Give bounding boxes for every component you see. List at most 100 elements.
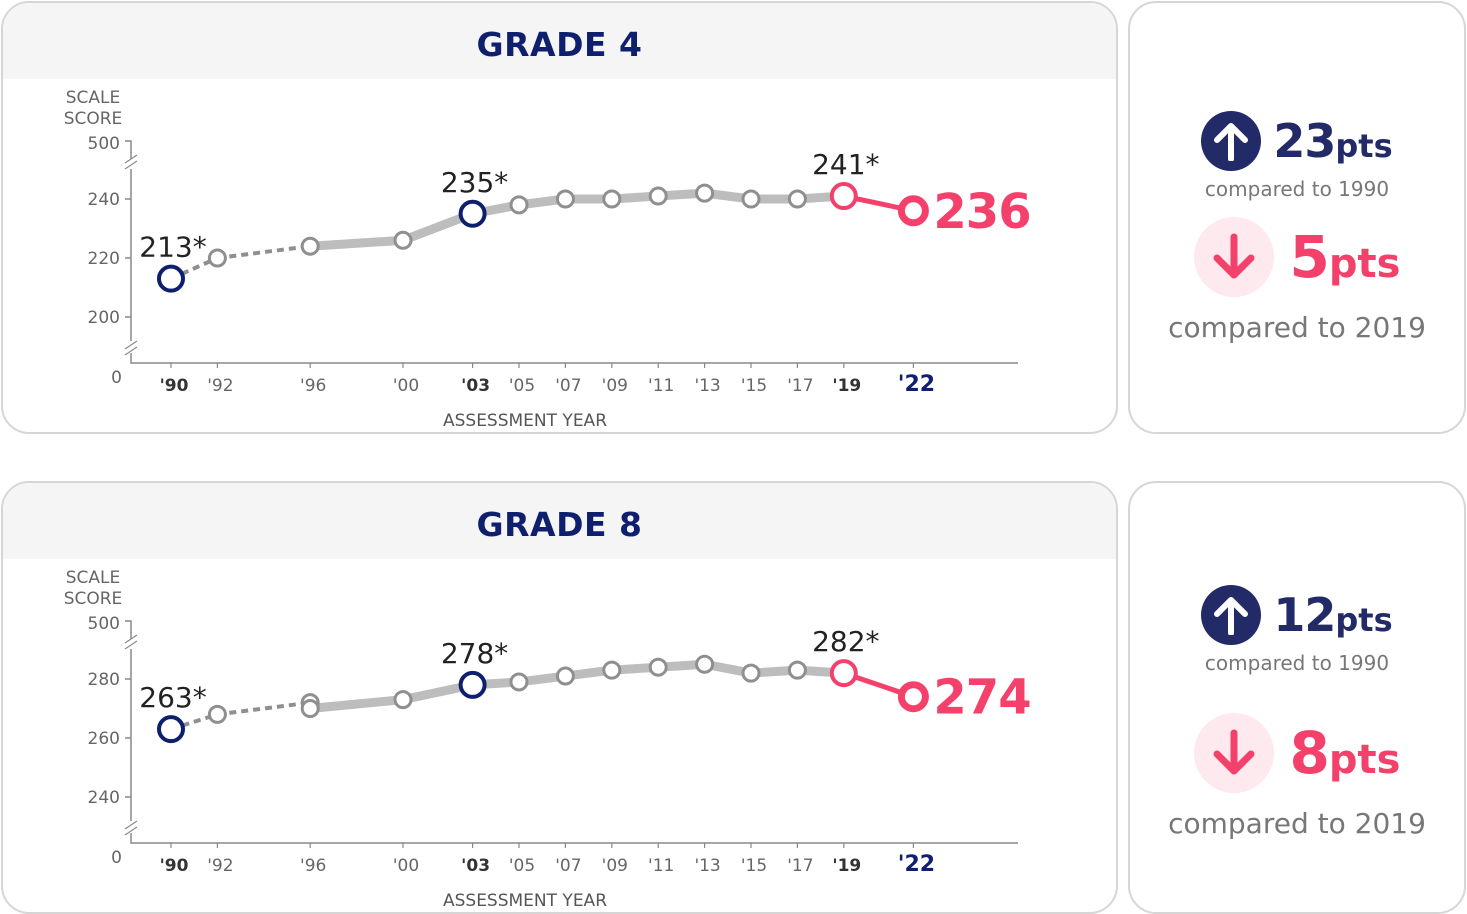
- data-point: [897, 681, 929, 713]
- grade8-summary-panel: 12pts compared to 1990 8pts compared to …: [1128, 481, 1466, 914]
- data-label: 235*: [441, 166, 508, 199]
- data-label: 263*: [139, 681, 206, 714]
- data-point: [509, 672, 529, 692]
- data-point: [787, 660, 807, 680]
- x-tick-label: '90: [160, 856, 189, 876]
- change-unit: pts: [1328, 737, 1401, 783]
- x-tick-label: '03: [461, 856, 490, 876]
- y-tick-label: 0: [111, 848, 122, 868]
- data-point: [897, 195, 929, 227]
- x-tick-label: '17: [787, 856, 813, 876]
- data-point: [602, 189, 622, 209]
- x-tick-label: '15: [741, 856, 767, 876]
- x-tick-label: '05: [509, 376, 535, 396]
- x-tick-label: '92: [207, 376, 233, 396]
- chart-header: GRADE 8: [3, 483, 1116, 559]
- y-axis-line: [125, 620, 132, 639]
- change-unit: pts: [1328, 241, 1401, 287]
- compare-label: compared to 1990: [1204, 651, 1390, 675]
- data-point: [787, 189, 807, 209]
- change-value: 12pts: [1273, 588, 1392, 642]
- x-tick-label: '19: [832, 856, 861, 876]
- change-value: 23pts: [1273, 114, 1392, 168]
- data-point: [393, 230, 413, 250]
- data-point: [300, 236, 320, 256]
- y-tick-label: 0: [111, 368, 122, 388]
- arrow-up-icon: [1201, 111, 1262, 171]
- data-point: [648, 186, 668, 206]
- x-tick-label: '11: [648, 856, 674, 876]
- x-tick-label: '90: [160, 376, 189, 396]
- x-tick-label: '92: [207, 856, 233, 876]
- y-axis-title: SCALE: [66, 568, 121, 588]
- x-axis-title: ASSESSMENT YEAR: [443, 411, 607, 431]
- x-tick-label: '05: [509, 856, 535, 876]
- x-tick-label: '13: [694, 376, 720, 396]
- arrow-down-icon: [1193, 217, 1274, 297]
- data-point: [157, 715, 185, 744]
- change-value: 8pts: [1290, 719, 1401, 787]
- data-point: [602, 660, 622, 680]
- change-number: 12: [1273, 588, 1336, 642]
- chart-title: GRADE 4: [476, 25, 643, 64]
- x-tick-label: '00: [393, 856, 419, 876]
- data-point: [207, 704, 227, 724]
- data-point: [458, 199, 487, 228]
- change-unit: pts: [1335, 601, 1393, 639]
- y-tick-label: 240: [88, 190, 120, 210]
- data-point: [555, 666, 575, 686]
- x-tick-label: '07: [555, 856, 581, 876]
- data-point: [695, 654, 715, 674]
- data-point: [695, 183, 715, 203]
- arrow-down-icon: [1193, 713, 1274, 793]
- change-since-1990: 23pts compared to 1990: [1130, 111, 1464, 201]
- x-tick-label: '19: [832, 376, 861, 396]
- x-tick-label: '22: [898, 372, 935, 397]
- x-axis-line: [130, 833, 1018, 844]
- y-tick-label: 240: [88, 788, 120, 808]
- arrow-up-icon: [1201, 585, 1262, 645]
- y-tick-label: 280: [88, 670, 120, 690]
- y-axis-line: [125, 140, 132, 159]
- x-tick-label: '11: [648, 376, 674, 396]
- x-tick-label: '07: [555, 376, 581, 396]
- x-axis-line: [130, 353, 1018, 364]
- x-tick-label: '96: [300, 856, 326, 876]
- data-point: [741, 663, 761, 683]
- grade4-summary-panel: 23pts compared to 1990 5pts compared to …: [1128, 1, 1466, 434]
- y-axis-title: SCORE: [64, 589, 123, 609]
- x-tick-label: '15: [741, 376, 767, 396]
- y-axis-title: SCALE: [66, 88, 121, 108]
- x-tick-label: '13: [694, 856, 720, 876]
- y-tick-label: 200: [88, 308, 120, 328]
- axis-break: [124, 154, 138, 170]
- axis-break: [124, 340, 138, 356]
- x-tick-label: '96: [300, 376, 326, 396]
- change-since-2019: 5pts compared to 2019: [1130, 217, 1464, 344]
- change-number: 8: [1289, 719, 1330, 787]
- data-point: [157, 264, 185, 293]
- data-point: [393, 690, 413, 710]
- data-point: [555, 189, 575, 209]
- y-tick-label: 500: [88, 134, 120, 154]
- grade4-chart-panel: GRADE 4 SCALE SCORE 500 0 200 220 240 '90 '92 '96…: [1, 1, 1118, 434]
- grade8-chart-panel: GRADE 8 SCALE SCORE 500 0 240 260 280 '90 '92 '96…: [1, 481, 1118, 914]
- axis-break: [124, 634, 138, 650]
- data-label: 241*: [812, 148, 879, 181]
- y-tick-label: 260: [88, 729, 120, 749]
- change-number: 23: [1273, 114, 1336, 168]
- chart-title: GRADE 8: [476, 505, 643, 544]
- change-value: 5pts: [1290, 223, 1401, 291]
- x-tick-label: '03: [461, 376, 490, 396]
- data-point: [648, 657, 668, 677]
- series-line-dashed: [217, 244, 311, 260]
- data-label: 278*: [441, 637, 508, 670]
- compare-label: compared to 2019: [1168, 311, 1426, 344]
- change-since-2019: 8pts compared to 2019: [1130, 713, 1464, 840]
- x-axis-title: ASSESSMENT YEAR: [443, 891, 607, 911]
- data-label: 274: [933, 670, 1030, 726]
- series-line: [309, 659, 845, 713]
- y-axis-title: SCORE: [64, 109, 123, 129]
